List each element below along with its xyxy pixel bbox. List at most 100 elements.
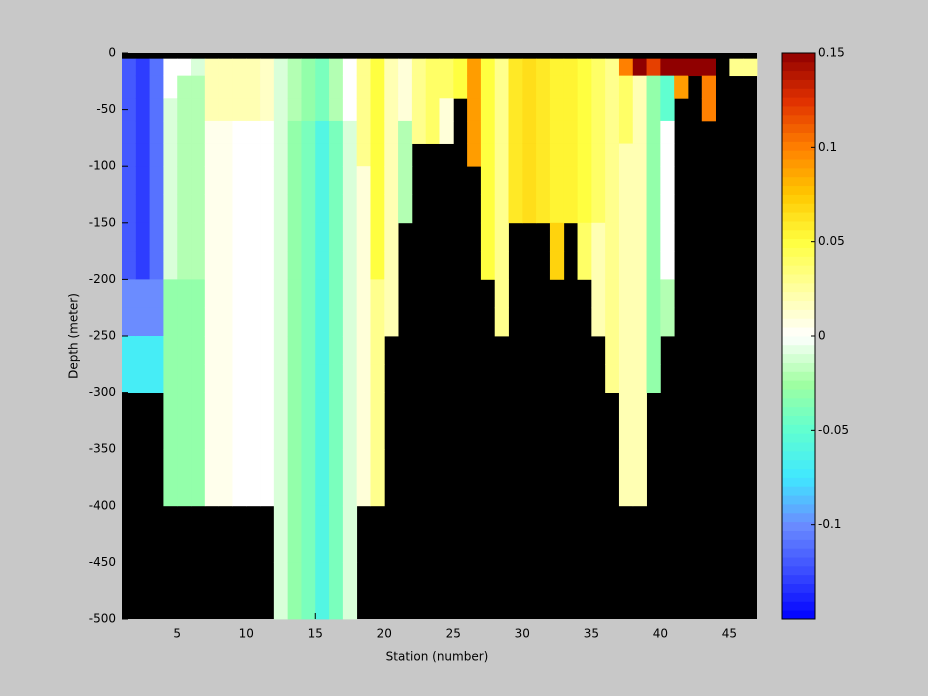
heat-cell [342, 392, 358, 450]
heat-cell [301, 279, 316, 309]
colorbar-step [782, 548, 815, 558]
heat-cell [384, 75, 399, 99]
heat-cell [315, 143, 330, 167]
heat-cell [646, 98, 661, 122]
colorbar-step [782, 424, 815, 434]
heat-cell [398, 98, 413, 122]
heat-cell [605, 166, 620, 195]
heat-cell [370, 251, 385, 280]
heat-cell [674, 58, 689, 77]
colorbar-step [782, 344, 815, 355]
colorbar-step [782, 79, 815, 89]
heat-cell [605, 307, 620, 337]
heat-cell [536, 143, 551, 167]
heat-cell [260, 98, 275, 122]
colorbar-step [782, 97, 815, 107]
heat-cell [163, 75, 178, 99]
heat-cell [191, 336, 206, 365]
heat-cell [632, 251, 647, 280]
heat-cell [342, 307, 358, 337]
heat-cell [384, 143, 399, 167]
heat-cell [301, 75, 316, 99]
heat-cell [218, 58, 233, 77]
colorbar-tick-label: 0.05 [818, 234, 845, 248]
heat-cell [232, 166, 247, 195]
heat-cell [246, 279, 261, 309]
heat-cell [618, 166, 634, 195]
colorbar-step [782, 53, 815, 63]
heat-cell [494, 307, 509, 337]
heat-cell [411, 75, 427, 99]
heat-cell [743, 58, 758, 77]
heat-cell [135, 336, 151, 365]
heat-cell [218, 449, 233, 507]
heat-cell [632, 194, 647, 224]
heat-cell [273, 392, 289, 450]
heat-cell [605, 251, 620, 280]
heat-cell [549, 98, 565, 122]
heat-cell [204, 143, 220, 167]
heat-cell [384, 222, 399, 252]
heat-cell [591, 166, 606, 195]
heat-cell [646, 307, 661, 337]
heat-cell [384, 279, 399, 309]
heat-cell [591, 98, 606, 122]
colorbar-step [782, 539, 815, 549]
heat-cell [591, 58, 606, 77]
heat-cell [149, 307, 164, 337]
heat-cell [577, 194, 592, 224]
heat-cell [301, 98, 316, 122]
colorbar-step [782, 70, 815, 80]
colorbar-step [782, 212, 815, 222]
heat-cell [356, 120, 371, 144]
heat-cell [163, 222, 178, 252]
x-tick-label: 25 [446, 627, 461, 641]
heat-cell [260, 143, 275, 167]
y-tick-label: -450 [89, 555, 116, 569]
heat-cell [632, 75, 647, 99]
heat-cell [329, 143, 344, 167]
colorbar-step [782, 353, 815, 363]
heat-cell [204, 75, 220, 99]
heat-cell [494, 279, 509, 309]
heat-cell [122, 143, 137, 167]
heat-cell [135, 98, 151, 122]
heat-cell [204, 222, 220, 252]
heat-cell [191, 143, 206, 167]
heat-cell [329, 58, 344, 77]
heat-cell [563, 98, 578, 122]
heat-cell [480, 251, 496, 280]
heat-cell [191, 392, 206, 450]
heat-cell [204, 58, 220, 77]
heat-cell [135, 143, 151, 167]
heat-cell [260, 58, 275, 77]
colorbar-step [782, 159, 815, 169]
heat-cell [591, 194, 606, 224]
heat-cell [577, 143, 592, 167]
heat-cell [315, 251, 330, 280]
heat-cell [549, 194, 565, 224]
colorbar-step [782, 282, 815, 293]
heat-cell [149, 75, 164, 99]
y-tick-label: -300 [89, 385, 116, 399]
heat-cell [218, 222, 233, 252]
heat-cell [398, 143, 413, 167]
heat-cell [315, 505, 330, 563]
heat-cell [122, 166, 137, 195]
x-tick-label: 10 [239, 627, 254, 641]
heat-cell [660, 166, 675, 195]
heat-cell [660, 279, 675, 309]
heat-cell [135, 58, 151, 77]
heat-cell [439, 98, 454, 122]
colorbar-step [782, 203, 815, 213]
heat-cell [273, 143, 289, 167]
heat-cell [246, 166, 261, 195]
heat-cell [660, 222, 675, 252]
heat-cell [135, 251, 151, 280]
heat-cell [329, 251, 344, 280]
heat-cell [411, 120, 427, 144]
heat-cell [204, 98, 220, 122]
heat-cell [480, 166, 496, 195]
heat-cell [287, 562, 302, 620]
heat-cell [632, 336, 647, 365]
